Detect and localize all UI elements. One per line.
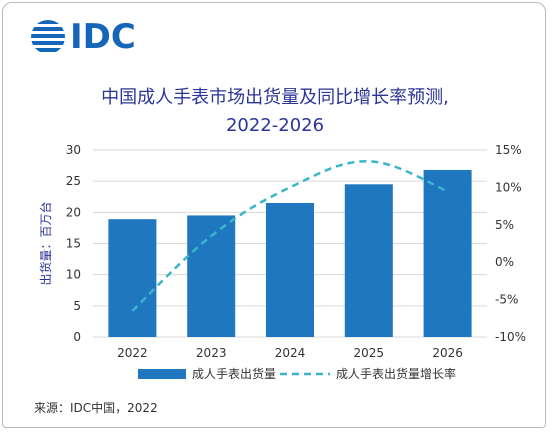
x-tick-label: 2024 [275,346,306,360]
bar [108,219,157,337]
y-tick-label: 10 [66,268,81,282]
bar [423,169,472,337]
y-tick-label: 15 [66,237,81,251]
x-tick-label: 2025 [354,346,385,360]
y2-tick-label: 15% [495,143,522,157]
globe-icon [31,20,65,52]
y-tick-label: 30 [66,143,81,157]
chart-title-line1: 中国成人手表市场出货量及同比增长率预测, [101,87,449,108]
bar [344,184,393,337]
y2-tick-label: 10% [495,180,522,194]
legend-bar-swatch [138,369,186,379]
x-tick-label: 2026 [432,346,463,360]
x-tick-label: 2023 [196,346,227,360]
x-tick-label: 2022 [117,346,148,360]
bar [266,202,314,337]
logo-text: IDC [70,17,136,57]
y-axis-label: 出货量：百万台 [38,201,53,285]
source-note: 来源：IDC中国，2022 [34,401,158,415]
legend-bar-label: 成人手表出货量 [192,366,276,381]
idc-logo: IDC [30,17,140,57]
y-tick-label: 5 [73,299,81,313]
y-tick-label: 20 [66,205,81,219]
legend-line-label: 成人手表出货量增长率 [336,366,456,381]
bar [187,215,236,337]
y2-tick-label: -10% [495,330,526,344]
chart-title-line2: 2022-2026 [225,115,325,136]
y-tick-label: 25 [66,174,81,188]
y2-tick-label: 5% [495,218,514,232]
y2-tick-label: 0% [495,255,514,269]
y-tick-label: 0 [73,330,81,344]
y2-tick-label: -5% [495,293,518,307]
